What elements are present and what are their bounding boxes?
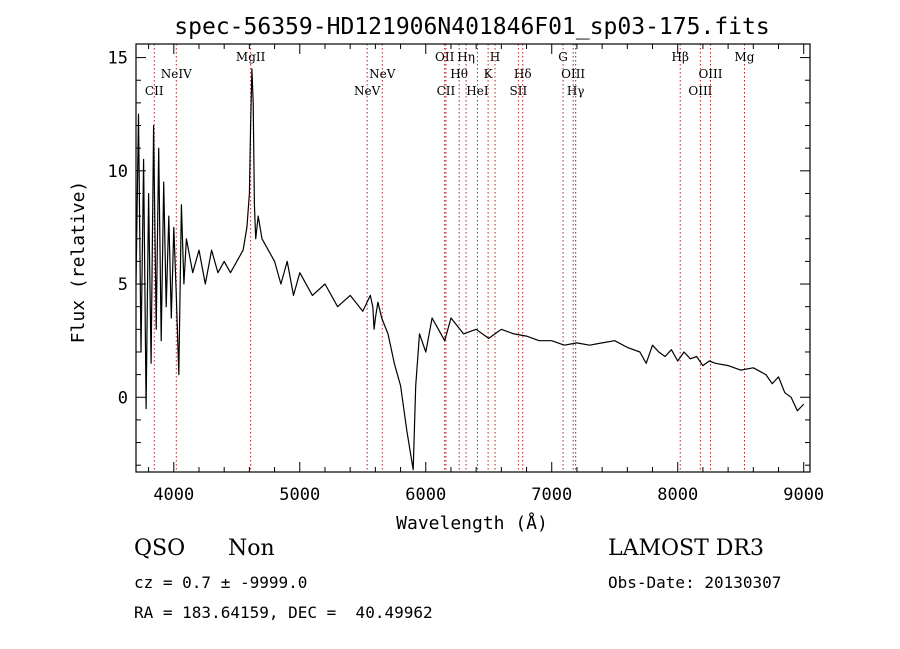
y-axis-label: Flux (relative) bbox=[68, 181, 89, 344]
x-tick-label: 9000 bbox=[783, 485, 824, 505]
line-marker-label: G bbox=[558, 50, 568, 64]
line-marker-label: Hγ bbox=[567, 84, 585, 98]
x-tick-label: 4000 bbox=[153, 485, 194, 505]
object-subclass: Non bbox=[228, 536, 275, 561]
line-marker-label: Hδ bbox=[514, 67, 532, 81]
line-marker-label: Hθ bbox=[450, 67, 468, 81]
x-tick-label: 6000 bbox=[405, 485, 446, 505]
line-marker-label: HeI bbox=[466, 84, 489, 98]
line-marker-label: OIII bbox=[561, 67, 585, 81]
y-tick-label: 10 bbox=[108, 162, 128, 182]
redshift-readout: cz = 0.7 ± -9999.0 bbox=[134, 573, 308, 592]
coordinates-readout: RA = 183.64159, DEC = 40.49962 bbox=[134, 603, 433, 622]
line-marker-label: CII bbox=[145, 84, 164, 98]
plot-axes: 4000 5000 6000 7000 8000 9000 0 5 10 15 bbox=[108, 43, 824, 505]
line-marker-label: K bbox=[484, 67, 494, 81]
line-marker-label: CII bbox=[437, 84, 456, 98]
line-marker-label: NeV bbox=[354, 84, 381, 98]
line-marker-label: H bbox=[490, 50, 500, 64]
x-tick-label: 5000 bbox=[279, 485, 320, 505]
y-tick-label: 0 bbox=[118, 388, 128, 408]
line-marker-label: OII bbox=[435, 50, 455, 64]
line-marker-label: Mg bbox=[735, 50, 755, 64]
line-marker-label: NeIV bbox=[161, 67, 192, 81]
plot-frame bbox=[135, 43, 811, 473]
object-class: QSO bbox=[134, 536, 186, 561]
y-tick-label: 5 bbox=[118, 275, 128, 295]
line-marker-label: NeV bbox=[369, 67, 396, 81]
survey-name: LAMOST DR3 bbox=[608, 536, 764, 561]
y-tick-label: 15 bbox=[108, 49, 128, 69]
spectrum-series-line bbox=[135, 68, 805, 471]
line-marker-label: OIII bbox=[688, 84, 712, 98]
line-marker-label: Hβ bbox=[672, 50, 689, 64]
line-marker-label: OIII bbox=[698, 67, 722, 81]
emission-line-markers: CII NeIV MgII NeV NeV OII CII Hθ Hη HeI KH SII Hδ G OI… bbox=[145, 44, 755, 472]
line-marker-label: Hη bbox=[457, 50, 475, 64]
x-axis-label: Wavelength (Å) bbox=[396, 512, 548, 534]
line-marker-label: SII bbox=[510, 84, 528, 98]
line-marker-label: MgII bbox=[236, 50, 266, 64]
x-tick-label: 7000 bbox=[531, 485, 572, 505]
observation-date: Obs-Date: 20130307 bbox=[608, 573, 782, 592]
chart-title: spec-56359-HD121906N401846F01_sp03-175.f… bbox=[174, 14, 769, 40]
x-tick-label: 8000 bbox=[657, 485, 698, 505]
